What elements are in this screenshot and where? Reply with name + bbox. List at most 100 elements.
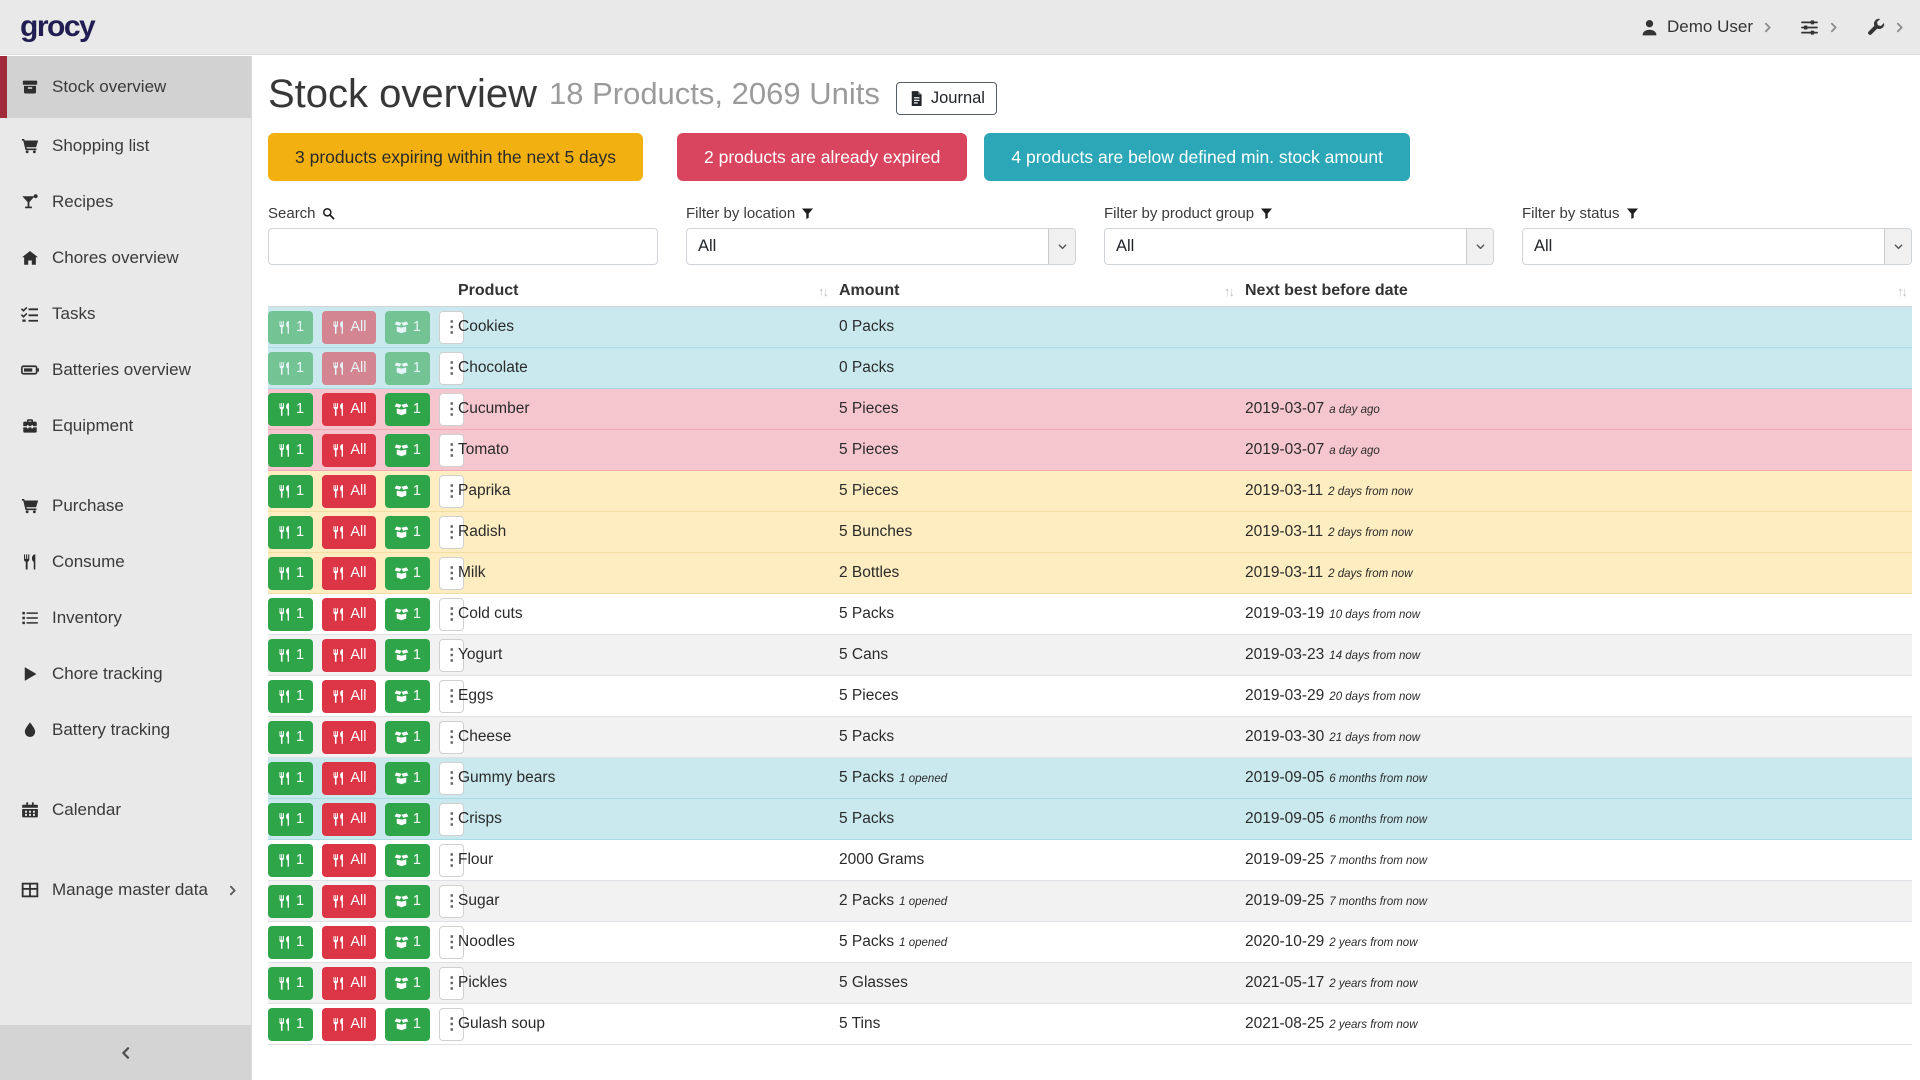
sidebar-item-recipes[interactable]: Recipes [0,174,251,230]
open-one-button[interactable]: 1 [384,679,430,713]
date-cell: 2019-03-11 2 days from now [1239,552,1912,594]
open-one-button[interactable]: 1 [384,433,430,467]
consume-one-button[interactable]: 1 [268,351,314,385]
ellipsis-icon: ⋮ [443,729,460,746]
consume-all-button[interactable]: All [322,720,376,754]
consume-one-button[interactable]: 1 [268,638,314,672]
utensils-icon [331,730,346,745]
consume-one-button[interactable]: 1 [268,966,314,1000]
open-one-button[interactable]: 1 [384,474,430,508]
chevron-right-icon [1893,21,1906,34]
ellipsis-icon: ⋮ [443,852,460,869]
sort-icon[interactable]: ↑↓ [1224,283,1235,299]
consume-all-button[interactable]: All [322,679,376,713]
sidebar-item-label: Consume [52,552,125,571]
sidebar-item-chores-overview[interactable]: Chores overview [0,230,251,286]
consume-one-button[interactable]: 1 [268,433,314,467]
open-one-button[interactable]: 1 [384,843,430,877]
product-column-header[interactable]: Product ↑↓ [452,277,833,307]
consume-one-button[interactable]: 1 [268,925,314,959]
consume-all-button[interactable]: All [322,392,376,426]
row-menu-button[interactable]: ⋮ [439,843,465,877]
open-one-button[interactable]: 1 [384,720,430,754]
consume-all-button[interactable]: All [322,474,376,508]
sidebar-item-batteries-overview[interactable]: Batteries overview [0,342,251,398]
location-select[interactable]: All [686,228,1076,265]
consume-one-button[interactable]: 1 [268,679,314,713]
admin-menu[interactable] [1866,18,1906,37]
grocy-logo[interactable]: grocy [20,10,96,43]
sort-icon[interactable]: ↑↓ [818,283,829,299]
consume-all-button[interactable]: All [322,966,376,1000]
consume-all-button[interactable]: All [322,1007,376,1041]
sidebar-item-tasks[interactable]: Tasks [0,286,251,342]
sidebar-item-chore-tracking[interactable]: Chore tracking [0,646,251,702]
sidebar-item-purchase[interactable]: Purchase [0,478,251,534]
open-one-button[interactable]: 1 [384,597,430,631]
alert-2[interactable]: 4 products are below defined min. stock … [984,133,1410,181]
amount-column-header[interactable]: Amount ↑↓ [833,277,1239,307]
sort-icon[interactable]: ↑↓ [1897,283,1908,299]
row-menu-button[interactable]: ⋮ [439,720,465,754]
open-one-button[interactable]: 1 [384,884,430,918]
consume-one-button[interactable]: 1 [268,310,314,344]
sidebar-collapse-button[interactable] [0,1025,251,1080]
date-cell: 2020-10-29 2 years from now [1239,921,1912,963]
consume-all-button[interactable]: All [322,761,376,795]
consume-one-button[interactable]: 1 [268,392,314,426]
user-menu[interactable]: Demo User [1640,17,1774,37]
row-menu-button[interactable]: ⋮ [439,556,465,590]
amount-cell: 5 Tins [833,1003,1239,1045]
sidebar-item-manage-master-data[interactable]: Manage master data [0,862,251,918]
consume-one-button[interactable]: 1 [268,884,314,918]
consume-all-button[interactable]: All [322,351,376,385]
row-menu-button[interactable]: ⋮ [439,392,465,426]
open-one-button[interactable]: 1 [384,556,430,590]
open-one-button[interactable]: 1 [384,1007,430,1041]
consume-all-button[interactable]: All [322,310,376,344]
date-column-header[interactable]: Next best before date ↑↓ [1239,277,1912,307]
sidebar-item-stock-overview[interactable]: Stock overview [0,56,251,118]
status-select[interactable]: All [1522,228,1912,265]
open-one-button[interactable]: 1 [384,515,430,549]
consume-all-button[interactable]: All [322,556,376,590]
open-one-button[interactable]: 1 [384,310,430,344]
product-group-select[interactable]: All [1104,228,1494,265]
open-one-button[interactable]: 1 [384,761,430,795]
journal-button[interactable]: Journal [895,81,997,115]
consume-all-button[interactable]: All [322,597,376,631]
consume-one-button[interactable]: 1 [268,1007,314,1041]
open-one-button[interactable]: 1 [384,966,430,1000]
search-input[interactable] [268,228,658,265]
alert-0[interactable]: 3 products expiring within the next 5 da… [268,133,644,181]
consume-one-button[interactable]: 1 [268,761,314,795]
sidebar-item-inventory[interactable]: Inventory [0,590,251,646]
consume-all-button[interactable]: All [322,843,376,877]
open-one-button[interactable]: 1 [384,392,430,426]
consume-all-button[interactable]: All [322,433,376,467]
sidebar-item-shopping-list[interactable]: Shopping list [0,118,251,174]
consume-one-button[interactable]: 1 [268,556,314,590]
open-one-button[interactable]: 1 [384,351,430,385]
consume-all-button[interactable]: All [322,515,376,549]
consume-one-button[interactable]: 1 [268,474,314,508]
consume-all-button[interactable]: All [322,884,376,918]
consume-one-button[interactable]: 1 [268,802,314,836]
sidebar-item-battery-tracking[interactable]: Battery tracking [0,702,251,758]
product-name: Milk [452,552,833,594]
open-one-button[interactable]: 1 [384,925,430,959]
consume-one-button[interactable]: 1 [268,597,314,631]
consume-one-button[interactable]: 1 [268,720,314,754]
sidebar-item-consume[interactable]: Consume [0,534,251,590]
consume-all-button[interactable]: All [322,802,376,836]
consume-all-button[interactable]: All [322,925,376,959]
consume-all-button[interactable]: All [322,638,376,672]
alert-1[interactable]: 2 products are already expired [677,133,968,181]
settings-menu[interactable] [1800,18,1840,37]
sidebar-item-equipment[interactable]: Equipment [0,398,251,454]
open-one-button[interactable]: 1 [384,638,430,672]
sidebar-item-calendar[interactable]: Calendar [0,782,251,838]
consume-one-button[interactable]: 1 [268,515,314,549]
open-one-button[interactable]: 1 [384,802,430,836]
consume-one-button[interactable]: 1 [268,843,314,877]
